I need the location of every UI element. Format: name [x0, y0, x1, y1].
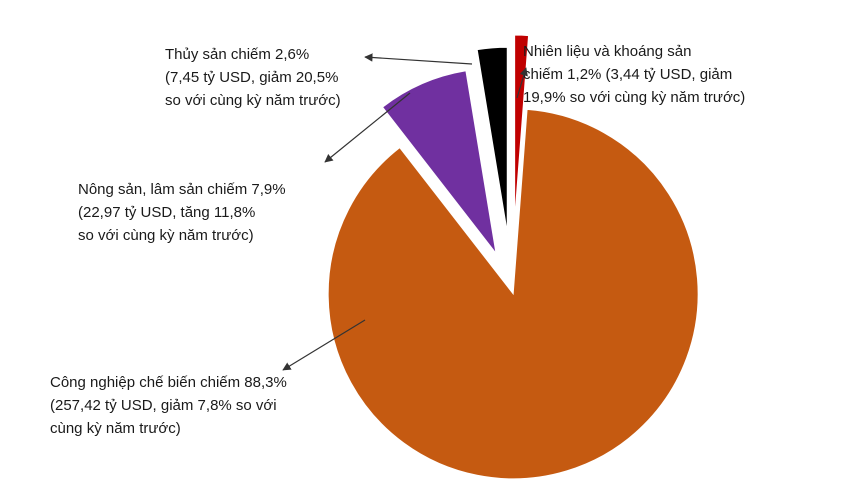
- slice-label: (22,97 tỷ USD, tăng 11,8%: [78, 204, 255, 221]
- leader-arrow: [364, 53, 473, 65]
- pie-slice: [381, 70, 497, 254]
- pie-slice: [327, 108, 699, 480]
- pie-slice: [514, 34, 530, 221]
- slice-label: (7,45 tỷ USD, giảm 20,5%: [165, 69, 338, 86]
- slice-label: so với cùng kỳ năm trước): [78, 227, 254, 244]
- slice-label: (257,42 tỷ USD, giảm 7,8% so với: [50, 397, 277, 414]
- leader-arrow: [282, 319, 366, 371]
- slice-label: cùng kỳ năm trước): [50, 420, 181, 437]
- pie-slice: [476, 46, 508, 233]
- leader-arrow: [516, 67, 528, 99]
- slice-label: Công nghiệp chế biến chiếm 88,3%: [50, 374, 287, 391]
- slice-label: Nông sản, lâm sản chiếm 7,9%: [78, 181, 286, 198]
- slice-label: so với cùng kỳ năm trước): [165, 92, 341, 109]
- leader-arrow: [324, 92, 411, 163]
- slice-label: 19,9% so với cùng kỳ năm trước): [523, 89, 745, 106]
- slice-label: Nhiên liệu và khoáng sản: [523, 43, 691, 60]
- slice-label: Thủy sản chiếm 2,6%: [165, 46, 309, 63]
- slice-label: chiếm 1,2% (3,44 tỷ USD, giảm: [523, 66, 732, 83]
